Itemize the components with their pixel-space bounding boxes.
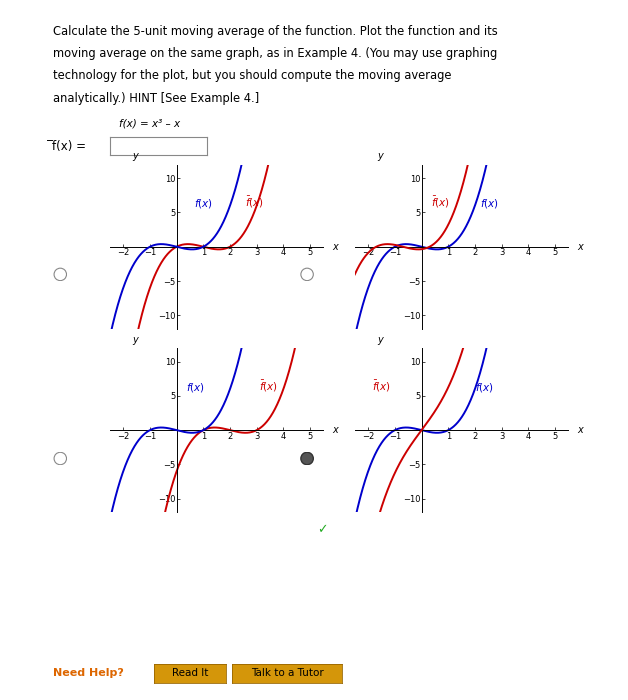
Text: $\bar{f}(x)$: $\bar{f}(x)$: [372, 379, 391, 394]
Text: Read It: Read It: [172, 668, 208, 678]
Text: f(x) = x³ – x: f(x) = x³ – x: [119, 119, 180, 129]
Text: technology for the plot, but you should compute the moving average: technology for the plot, but you should …: [53, 69, 452, 83]
Text: $\bar{f}(x)$: $\bar{f}(x)$: [431, 195, 450, 211]
Text: Talk to a Tutor: Talk to a Tutor: [251, 668, 323, 678]
Text: x: x: [332, 425, 338, 435]
Text: moving average on the same graph, as in Example 4. (You may use graphing: moving average on the same graph, as in …: [53, 47, 497, 60]
Text: Calculate the 5-unit moving average of the function. Plot the function and its: Calculate the 5-unit moving average of t…: [53, 25, 498, 38]
Text: x: x: [577, 425, 583, 435]
Text: ✓: ✓: [317, 524, 328, 537]
Text: $f(x)$: $f(x)$: [475, 381, 494, 394]
Circle shape: [301, 452, 313, 465]
Text: $f(x)$: $f(x)$: [186, 381, 205, 394]
Text: y: y: [133, 335, 138, 344]
Text: x: x: [332, 241, 338, 252]
Text: $\bar{f}(x)$: $\bar{f}(x)$: [259, 379, 278, 394]
Text: y: y: [133, 151, 138, 161]
Text: $\bar{f}(x)$: $\bar{f}(x)$: [245, 195, 264, 211]
Text: Need Help?: Need Help?: [53, 668, 124, 678]
Text: $f(x)$: $f(x)$: [480, 197, 499, 211]
Text: analytically.) HINT [See Example 4.]: analytically.) HINT [See Example 4.]: [53, 92, 259, 105]
Text: ̅f(x) =: ̅f(x) =: [53, 140, 87, 153]
Text: y: y: [377, 151, 383, 161]
Text: $f(x)$: $f(x)$: [194, 197, 213, 211]
Text: y: y: [377, 335, 383, 344]
Text: x: x: [577, 241, 583, 252]
